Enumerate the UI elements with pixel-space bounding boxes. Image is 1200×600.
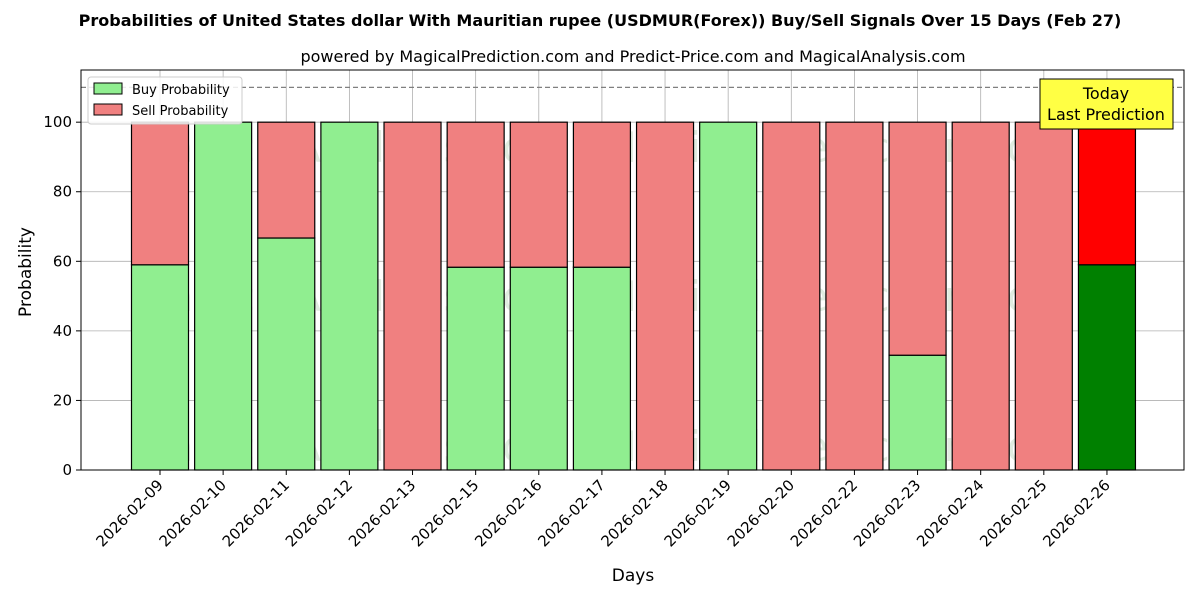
x-tick-label: 2026-02-22 [787, 476, 861, 550]
plot-frame [80, 69, 1185, 471]
bar-sell [257, 121, 316, 239]
today-box [1039, 78, 1174, 130]
bar-buy [572, 266, 632, 471]
x-axis-label: Days [612, 566, 655, 586]
x-tick-label: 2026-02-11 [219, 476, 293, 550]
legend-label-sell: Sell Probability [132, 104, 229, 119]
bar-sell [1077, 121, 1137, 266]
bar-buy [446, 266, 505, 471]
bar-sell [130, 121, 190, 266]
y-tick-label: 20 [53, 391, 72, 409]
last-prediction-label: Last Prediction [1047, 105, 1165, 124]
bar-sell [951, 121, 1010, 471]
bar-buy [194, 121, 253, 471]
bar-buy [130, 264, 190, 471]
plot-area: MagicalAnalysis.comMagicalPrediction.com… [43, 69, 1185, 550]
x-tick-label: 2026-02-15 [408, 476, 482, 550]
x-tick-label: 2026-02-18 [597, 476, 671, 550]
today-label: Today [1082, 84, 1129, 103]
x-tick-label: 2026-02-10 [156, 476, 230, 550]
x-tick-label: 2026-02-12 [282, 476, 356, 550]
today-annotation: Today Last Prediction [1039, 78, 1174, 130]
x-tick-label: 2026-02-13 [345, 476, 419, 550]
bar-sell [446, 121, 505, 268]
x-tick-label: 2026-02-19 [661, 476, 735, 550]
bar-sell [762, 121, 821, 471]
x-tick-label: 2026-02-09 [92, 476, 166, 550]
bar-buy [699, 121, 758, 471]
bar-buy [509, 266, 568, 471]
bar-sell [635, 121, 695, 471]
x-tick-label: 2026-02-17 [534, 476, 608, 550]
bar-sell [825, 121, 884, 471]
bar-buy [320, 121, 379, 471]
x-tick-label: 2026-02-23 [850, 476, 924, 550]
bar-buy [888, 354, 947, 471]
x-tick-label: 2026-02-26 [1039, 476, 1113, 550]
chart-subtitle: powered by MagicalPrediction.com and Pre… [300, 47, 965, 66]
y-tick-label: 40 [53, 322, 72, 340]
chart-title: Probabilities of United States dollar Wi… [79, 11, 1122, 30]
x-tick-label: 2026-02-16 [471, 476, 545, 550]
y-tick-label: 0 [62, 461, 72, 479]
bar-buy [257, 237, 316, 471]
x-tick-label: 2026-02-24 [913, 476, 987, 550]
y-axis-label: Probability [16, 227, 36, 317]
x-tick-label: 2026-02-25 [976, 476, 1050, 550]
bar-buy [1077, 264, 1137, 471]
legend: Buy Probability Sell Probability [87, 76, 243, 125]
legend-label-buy: Buy Probability [132, 83, 230, 98]
bar-sell [888, 121, 947, 356]
bar-sell [509, 121, 568, 268]
x-tick-label: 2026-02-20 [724, 476, 798, 550]
y-tick-label: 60 [53, 252, 72, 270]
legend-swatch-sell [93, 103, 123, 116]
legend-swatch-buy [93, 82, 123, 95]
bar-sell [1014, 121, 1073, 471]
bar-sell [572, 121, 632, 268]
y-tick-label: 80 [53, 183, 72, 201]
legend-box [87, 76, 243, 125]
bar-sell [383, 121, 442, 471]
y-tick-label: 100 [43, 113, 72, 131]
